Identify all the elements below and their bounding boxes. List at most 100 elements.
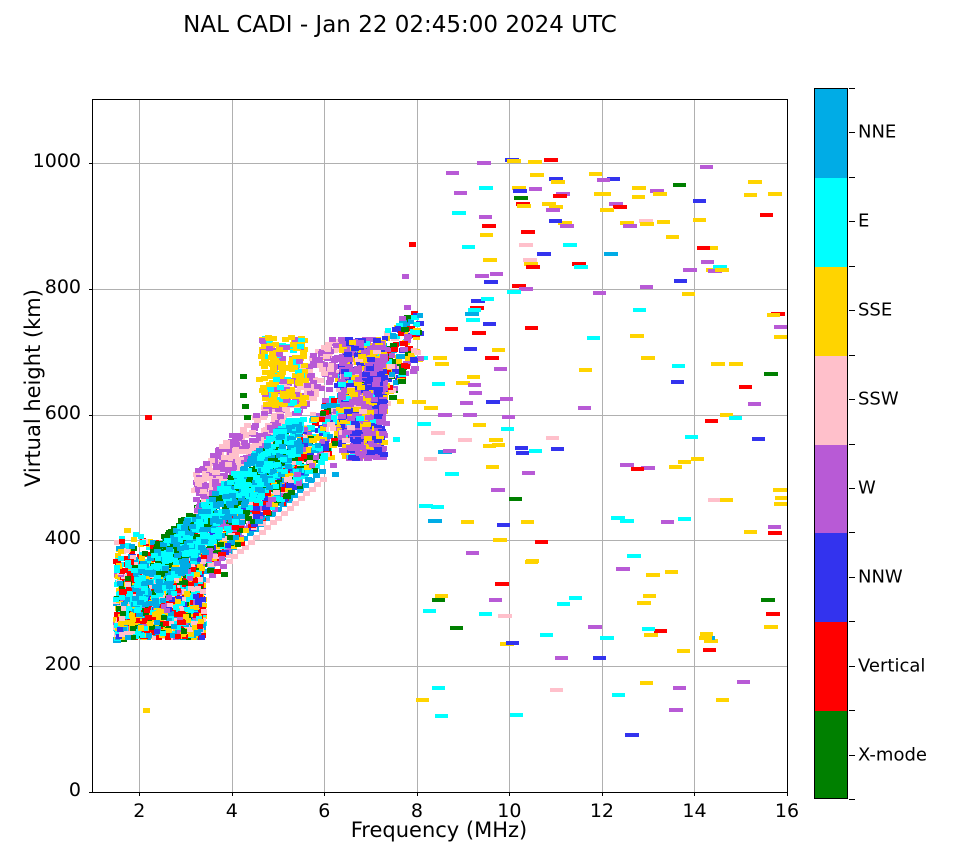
data-point — [247, 449, 255, 455]
data-point — [262, 506, 271, 512]
data-point — [202, 569, 210, 575]
data-point — [255, 519, 264, 525]
data-point — [285, 463, 293, 469]
data-point — [599, 635, 614, 640]
data-point — [247, 539, 255, 545]
data-point — [232, 441, 240, 447]
data-point — [309, 353, 317, 359]
data-point — [119, 584, 126, 590]
data-point — [194, 600, 201, 606]
data-point — [239, 393, 247, 399]
data-point — [272, 449, 280, 455]
data-point — [250, 492, 258, 498]
data-point — [135, 605, 143, 611]
data-point — [332, 364, 340, 370]
data-point — [444, 472, 459, 477]
data-point — [207, 544, 215, 550]
data-point — [194, 589, 201, 595]
data-point — [331, 440, 338, 446]
data-point — [274, 438, 282, 444]
data-point — [120, 627, 127, 633]
data-point — [125, 614, 132, 620]
data-point — [155, 555, 163, 561]
data-point — [192, 472, 200, 478]
data-point — [139, 575, 147, 581]
data-point — [177, 545, 185, 551]
data-point — [135, 577, 143, 583]
data-point — [263, 440, 271, 446]
data-point — [151, 598, 159, 604]
data-point — [199, 559, 206, 565]
data-point — [197, 623, 204, 629]
data-point — [168, 620, 175, 626]
data-point — [493, 538, 508, 543]
data-point — [223, 485, 231, 491]
data-point — [118, 535, 125, 541]
data-point — [195, 519, 203, 525]
data-point — [173, 593, 180, 599]
data-point — [215, 527, 223, 533]
data-point — [275, 420, 283, 426]
data-point — [132, 587, 140, 593]
data-point — [176, 576, 183, 582]
data-point — [385, 401, 392, 407]
data-point — [150, 563, 158, 569]
data-point — [158, 560, 166, 566]
data-point — [286, 450, 294, 456]
data-point — [217, 486, 224, 492]
data-point — [145, 415, 153, 421]
data-point — [210, 517, 218, 523]
gridline-vertical — [694, 100, 696, 792]
data-point — [130, 554, 137, 560]
data-point — [252, 501, 259, 507]
data-point — [430, 431, 445, 436]
data-point — [408, 242, 416, 248]
data-point — [252, 513, 260, 519]
data-point — [179, 558, 187, 564]
data-point — [191, 591, 198, 597]
data-point — [320, 410, 327, 416]
data-point — [164, 607, 171, 613]
data-point — [261, 460, 269, 466]
data-point — [120, 611, 127, 617]
data-point — [326, 386, 334, 392]
data-point — [124, 528, 132, 534]
data-point — [248, 438, 256, 444]
data-point — [243, 454, 251, 460]
data-point — [178, 518, 186, 524]
data-point — [140, 632, 147, 638]
data-point — [219, 467, 227, 473]
data-point — [249, 519, 257, 525]
data-point — [145, 580, 153, 586]
data-point — [318, 351, 326, 357]
data-point — [125, 582, 132, 588]
data-point — [127, 570, 134, 576]
data-point — [411, 358, 419, 364]
data-point — [729, 362, 744, 367]
data-point — [247, 488, 255, 494]
data-point — [172, 560, 180, 566]
data-point — [620, 462, 635, 467]
data-point — [119, 589, 126, 595]
data-point — [137, 534, 144, 540]
data-point — [167, 579, 175, 585]
data-point — [194, 486, 202, 492]
data-point — [230, 499, 238, 505]
data-point — [155, 579, 163, 585]
data-point — [179, 589, 186, 595]
data-point — [131, 568, 139, 574]
data-point — [385, 354, 394, 360]
data-point — [231, 456, 239, 462]
data-point — [215, 453, 223, 459]
data-point — [280, 469, 288, 475]
data-point — [219, 563, 227, 569]
data-point — [203, 578, 211, 584]
data-point — [308, 435, 315, 441]
data-point — [165, 558, 173, 564]
data-point — [312, 464, 320, 470]
data-point — [207, 535, 215, 541]
data-point — [113, 597, 120, 603]
data-point — [174, 612, 181, 618]
data-point — [234, 461, 242, 467]
data-point — [768, 530, 783, 535]
